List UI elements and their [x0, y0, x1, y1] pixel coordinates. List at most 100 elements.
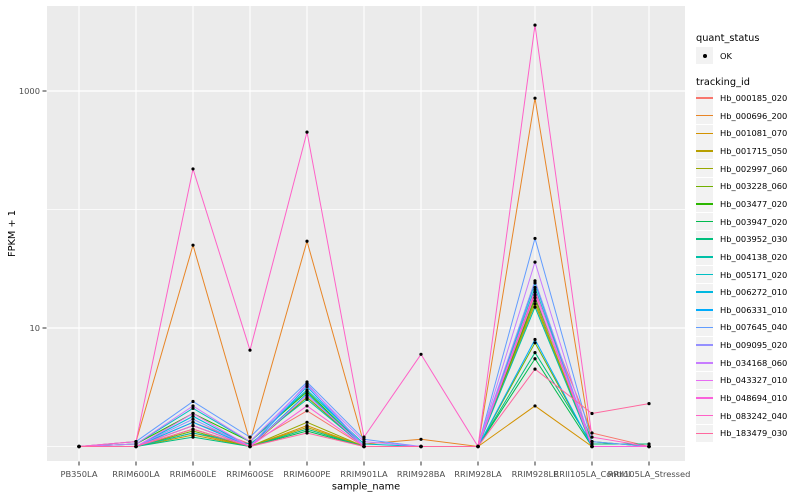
data-point: [590, 411, 594, 416]
data-point: [533, 299, 537, 303]
x-tick-label: RRIM600PE: [283, 469, 330, 479]
data-point: [134, 444, 138, 449]
legend-key-swatch: [696, 283, 713, 301]
legend-item-label: Hb_083242_040: [720, 410, 788, 421]
legend-item-Hb_004138_020: Hb_004138_020: [696, 248, 787, 266]
data-point: [590, 435, 594, 439]
ok-point-key: [696, 47, 713, 64]
legend-key-swatch: [696, 354, 713, 372]
legend-key-swatch: [696, 371, 713, 389]
data-point: [305, 130, 309, 134]
data-point: [191, 424, 195, 428]
data-point: [419, 444, 423, 449]
legend-item-Hb_001081_070: Hb_001081_070: [696, 124, 787, 142]
legend-item-label: Hb_009095_020: [720, 340, 788, 351]
series-color-line-icon: [696, 238, 713, 240]
legend-title-tracking-id: tracking_id: [696, 77, 750, 88]
data-point: [191, 411, 195, 416]
legend-item-Hb_000185_020: Hb_000185_020: [696, 89, 787, 107]
data-point: [533, 260, 537, 264]
x-tick-label: RRII105LA_Stressed: [608, 469, 691, 479]
legend-title-quant-status: quant_status: [696, 33, 760, 44]
data-point: [191, 243, 195, 247]
data-point: [419, 352, 423, 356]
data-point: [419, 437, 423, 441]
data-point: [191, 399, 195, 404]
data-point: [533, 404, 537, 408]
data-point: [134, 442, 138, 446]
x-tick-label: RRIM928LE: [512, 469, 559, 479]
data-point: [305, 239, 309, 243]
x-tick-label: RRII105LA_Control: [554, 469, 631, 479]
data-point: [533, 302, 537, 306]
data-point: [77, 444, 81, 449]
data-point: [533, 341, 537, 345]
data-point: [533, 367, 537, 371]
data-point: [248, 348, 252, 352]
y-axis-title: FPKM + 1: [7, 210, 18, 257]
data-point: [305, 427, 309, 431]
data-point: [305, 420, 309, 424]
data-point: [191, 431, 195, 435]
x-tick-label: RRIM600LA: [112, 469, 160, 479]
legend-item-Hb_000696_200: Hb_000696_200: [696, 107, 787, 125]
legend-item-Hb_083242_040: Hb_083242_040: [696, 407, 788, 425]
data-point: [476, 444, 480, 449]
legend-key-swatch: [696, 318, 713, 336]
legend-item-Hb_043327_010: Hb_043327_010: [696, 371, 787, 389]
data-point: [590, 431, 594, 435]
legend-item-Hb_007645_040: Hb_007645_040: [696, 318, 787, 336]
series-color-line-icon: [696, 132, 713, 135]
legend-item-ok: OK: [696, 47, 732, 64]
data-point: [533, 296, 537, 300]
data-point: [191, 167, 195, 171]
data-point: [248, 439, 252, 444]
x-axis-title: sample_name: [332, 482, 400, 493]
data-point: [533, 285, 537, 290]
data-point: [191, 427, 195, 431]
series-color-line-icon: [696, 291, 713, 293]
series-color-line-icon: [696, 203, 713, 205]
legend-key-swatch: [696, 107, 713, 125]
legend-key-swatch: [696, 301, 713, 319]
data-point: [362, 437, 366, 441]
x-tick-label: RRIM600LE: [170, 469, 217, 479]
data-point: [248, 444, 252, 449]
data-point: [590, 439, 594, 444]
data-point: [647, 442, 651, 446]
data-point: [191, 404, 195, 408]
data-point: [533, 236, 537, 241]
data-point: [191, 420, 195, 424]
legend-key-swatch: [696, 177, 713, 195]
legend-item-Hb_001715_050: Hb_001715_050: [696, 142, 788, 160]
series-color-line-icon: [696, 379, 713, 382]
series-color-line-icon: [696, 397, 713, 399]
legend-item-Hb_003952_030: Hb_003952_030: [696, 230, 788, 248]
legend-item-label: Hb_034168_060: [720, 357, 788, 368]
plot-panel-background: [47, 6, 685, 461]
data-point: [191, 414, 195, 418]
legend-item-Hb_183479_030: Hb_183479_030: [696, 424, 788, 442]
data-point: [305, 404, 309, 408]
legend-item-Hb_003947_020: Hb_003947_020: [696, 213, 787, 231]
legend-item-label: Hb_003477_020: [720, 198, 788, 209]
legend-item-label: Hb_003952_030: [720, 234, 788, 245]
data-point: [533, 305, 537, 309]
data-point: [533, 96, 537, 100]
legend-item-Hb_048694_010: Hb_048694_010: [696, 389, 787, 407]
legend-item-label: Hb_003228_060: [720, 181, 788, 192]
y-tick-label: 1000: [19, 86, 40, 96]
legend-item-label: Hb_006331_010: [720, 304, 788, 315]
legend-key-swatch: [696, 160, 713, 178]
series-color-line-icon: [696, 167, 713, 170]
data-point: [305, 409, 309, 413]
axis-ticks: [42, 90, 650, 466]
x-tick-label: RRIM600SE: [226, 469, 273, 479]
legend-item-label: Hb_183479_030: [720, 428, 788, 439]
legend-key-swatch: [696, 424, 713, 442]
series-color-line-icon: [696, 273, 713, 276]
legend-item-label: Hb_001715_050: [720, 145, 788, 156]
legend-key-swatch: [696, 213, 713, 231]
